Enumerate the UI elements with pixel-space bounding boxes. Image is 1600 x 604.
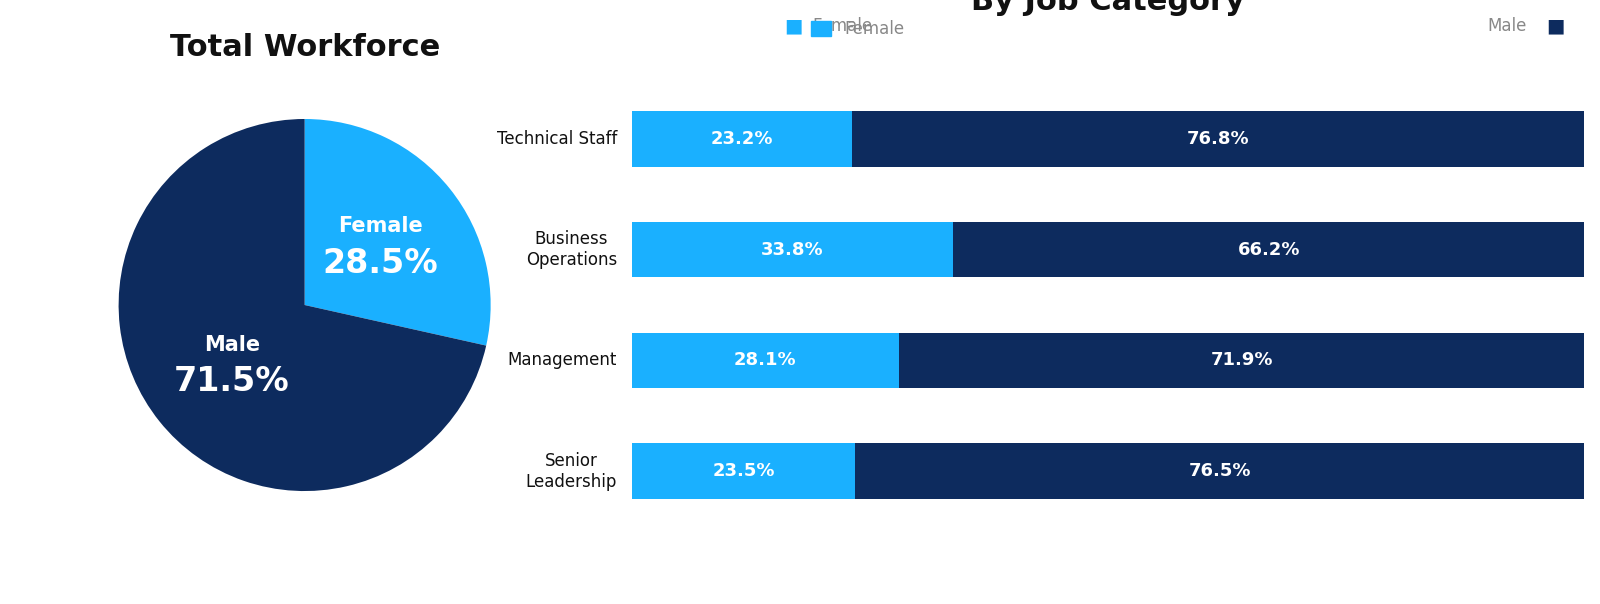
Text: 76.5%: 76.5% bbox=[1189, 462, 1251, 480]
Wedge shape bbox=[304, 119, 491, 345]
Text: Senior
Leadership: Senior Leadership bbox=[526, 452, 618, 490]
Bar bbox=[853, 111, 1584, 167]
Title: By Job Category: By Job Category bbox=[971, 0, 1245, 16]
Bar bbox=[632, 222, 954, 277]
Text: Female: Female bbox=[813, 17, 872, 35]
Text: ■: ■ bbox=[1546, 16, 1565, 36]
Text: 33.8%: 33.8% bbox=[762, 240, 824, 259]
Bar bbox=[632, 333, 899, 388]
Wedge shape bbox=[118, 119, 486, 491]
Text: ■: ■ bbox=[784, 16, 803, 36]
Bar bbox=[632, 443, 856, 499]
Text: 23.5%: 23.5% bbox=[712, 462, 774, 480]
Text: 71.9%: 71.9% bbox=[1210, 352, 1274, 370]
Title: Total Workforce: Total Workforce bbox=[170, 33, 440, 62]
Text: Management: Management bbox=[507, 352, 618, 370]
Text: 28.1%: 28.1% bbox=[734, 352, 797, 370]
Bar bbox=[899, 333, 1584, 388]
Bar bbox=[632, 111, 853, 167]
Text: 66.2%: 66.2% bbox=[1237, 240, 1299, 259]
Text: Female: Female bbox=[338, 216, 422, 236]
Bar bbox=[856, 443, 1584, 499]
Text: 23.2%: 23.2% bbox=[710, 130, 773, 148]
Text: Male: Male bbox=[203, 335, 261, 355]
Text: 76.8%: 76.8% bbox=[1187, 130, 1250, 148]
Text: Male: Male bbox=[1488, 17, 1526, 35]
Bar bbox=[954, 222, 1584, 277]
Text: 71.5%: 71.5% bbox=[174, 365, 290, 398]
Text: Business
Operations: Business Operations bbox=[526, 230, 618, 269]
Text: 28.5%: 28.5% bbox=[322, 246, 438, 280]
Text: Technical Staff: Technical Staff bbox=[498, 130, 618, 148]
